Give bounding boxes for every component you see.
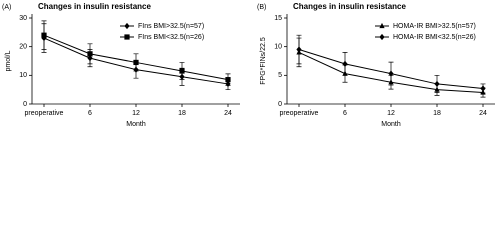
panel-label: (A) <box>2 4 11 11</box>
x-tick-label: 18 <box>178 110 186 117</box>
marker <box>434 80 440 88</box>
panel-label: (B) <box>257 4 266 11</box>
marker <box>342 60 348 67</box>
marker <box>225 77 231 83</box>
marker <box>179 68 185 74</box>
marker <box>296 46 302 53</box>
x-tick-label: preoperative <box>280 110 319 117</box>
legend-label: FIns BMI<32.5(n=26) <box>138 34 204 41</box>
legend-label: FIns BMI>32.5(n=57) <box>138 23 204 30</box>
legend-label: HOMA-IR BMI<32.5(n=26) <box>393 34 476 41</box>
x-tick-label: 24 <box>479 110 487 117</box>
y-tick-label: 20 <box>19 44 27 51</box>
x-axis-label: Month <box>126 121 146 128</box>
x-tick-label: preoperative <box>25 110 64 117</box>
x-tick-label: 12 <box>132 110 140 117</box>
y-tick-label: 0 <box>23 101 27 108</box>
marker <box>124 34 130 40</box>
y-axis-label: pmol/L <box>5 50 12 71</box>
marker <box>480 85 486 92</box>
marker <box>124 22 130 30</box>
x-tick-label: 6 <box>88 110 92 117</box>
legend-label: HOMA-IR BMI>32.5(n=57) <box>393 23 476 30</box>
marker <box>87 51 93 57</box>
x-tick-label: 12 <box>387 110 395 117</box>
chart-title: Changes in insulin resistance <box>38 2 151 11</box>
marker <box>379 33 385 41</box>
y-tick-label: 0 <box>278 101 282 108</box>
y-tick-label: 10 <box>19 72 27 79</box>
chart-title: Changes in insulin resistance <box>293 2 406 11</box>
marker <box>388 70 394 77</box>
y-tick-label: 5 <box>278 72 282 79</box>
x-tick-label: 6 <box>343 110 347 117</box>
marker <box>133 59 139 66</box>
marker <box>41 32 47 38</box>
page: (A) Changes in insulin resistance pmol/L Mo… <box>2 2 495 128</box>
x-tick-label: 18 <box>433 110 441 117</box>
chart: (A) Changes in insulin resistance pmol/L Mo… <box>2 2 495 128</box>
marker <box>379 22 385 29</box>
y-tick-label: 10 <box>274 44 282 51</box>
x-axis-label: Month <box>381 121 401 128</box>
y-axis-label: FPG*FINs/22.5 <box>260 37 267 85</box>
y-tick-label: 15 <box>274 15 282 22</box>
y-tick-label: 30 <box>19 15 27 22</box>
x-tick-label: 24 <box>224 110 232 117</box>
